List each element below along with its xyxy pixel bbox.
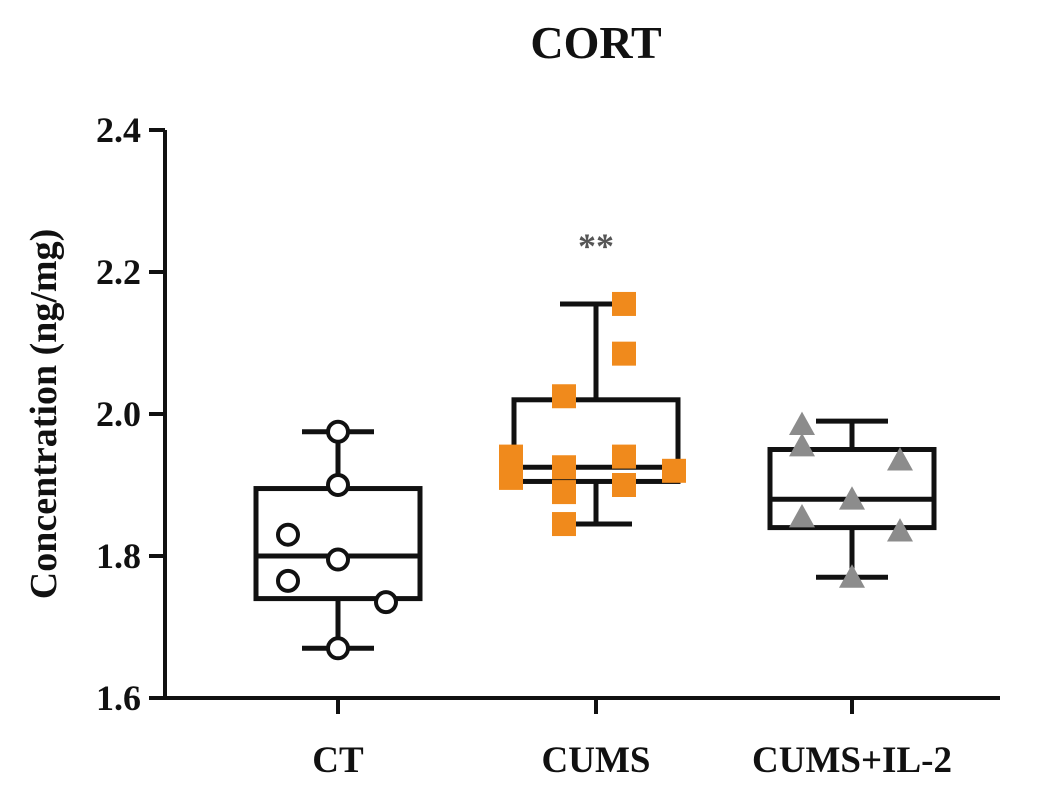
data-point-square: [612, 341, 636, 366]
y-tick-label: 1.8: [96, 536, 141, 576]
y-axis-label: Concentration (ng/mg): [23, 229, 65, 599]
data-point-square: [552, 480, 576, 505]
y-tick-label: 2.4: [96, 110, 141, 150]
data-point-circle: [326, 473, 350, 497]
x-tick-label: CUMS: [542, 740, 651, 781]
y-tick-label: 2.0: [96, 394, 141, 434]
box-iqr: [511, 397, 681, 484]
data-point-triangle: [789, 411, 815, 436]
data-point-square: [612, 473, 636, 497]
data-point-square: [499, 444, 523, 469]
data-point-circle: [326, 636, 350, 661]
data-point-circle: [276, 522, 300, 547]
y-tick-label: 1.6: [96, 678, 141, 718]
box-iqr: [767, 447, 937, 531]
data-point-triangle: [839, 486, 865, 510]
chart-title: CORT: [530, 17, 661, 68]
axes: 1.6 1.8 2.0 2.2 2.4 CT CUMS CUMS+IL-2: [96, 110, 1000, 781]
data-point-triangle: [839, 564, 865, 588]
plot-area: **: [253, 226, 937, 661]
x-tick-label: CUMS+IL-2: [752, 740, 952, 781]
data-point-square: [612, 444, 636, 469]
y-tick-label: 2.2: [96, 252, 141, 292]
data-point-triangle: [887, 447, 913, 471]
data-point-square: [552, 455, 576, 480]
data-point-square: [552, 512, 576, 537]
significance-annotation: **: [578, 226, 614, 266]
data-point-circle: [276, 568, 300, 593]
x-tick-label: CT: [312, 740, 364, 781]
box-group-ct: [253, 419, 423, 661]
data-point-square: [612, 291, 636, 316]
data-point-triangle: [789, 432, 815, 457]
data-point-triangle: [887, 518, 913, 542]
data-point-triangle: [789, 503, 815, 528]
data-point-square: [499, 465, 523, 490]
box-group-cums-il-2: [767, 411, 937, 588]
box-group-cums: **: [499, 226, 686, 537]
data-point-circle: [326, 419, 350, 444]
data-point-circle: [374, 590, 398, 615]
data-point-square: [552, 384, 576, 409]
data-point-square: [662, 458, 686, 483]
data-point-circle: [326, 547, 350, 572]
